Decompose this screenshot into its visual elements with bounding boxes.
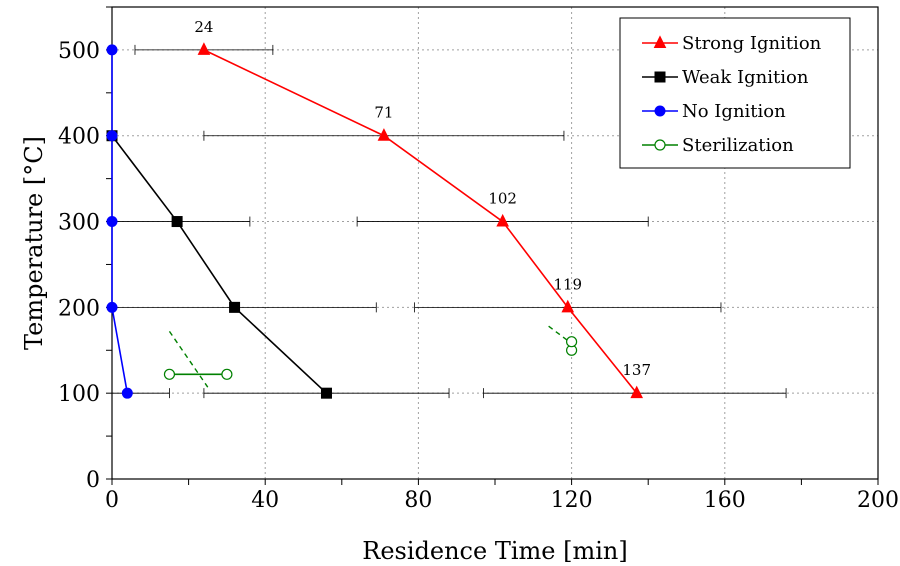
grid [112,7,878,479]
legend-label-weak-ignition: Weak Ignition [682,67,809,88]
sterilization-dashed-line [548,325,573,344]
weak-ignition-point [320,387,332,399]
data-label: 119 [553,275,582,293]
strong-ignition-point [496,213,509,227]
sterilization-point [221,368,233,380]
sterilization-point [163,368,176,380]
series-markers [106,42,644,399]
y-tick-label: 100 [58,382,100,407]
data-label: 102 [488,190,517,208]
strong-ignition-point [561,299,575,313]
strong-ignition-point [197,42,211,55]
data-label: 24 [194,18,213,36]
no-ignition-point [106,301,118,313]
legend-marker-sterilization [654,139,666,151]
weak-ignition-point [171,216,183,228]
x-axis-title: Residence Time [min] [362,537,627,565]
data-labels: 24 71 102 119 137 [194,18,651,379]
weak-ignition-point [229,301,241,313]
legend-label-no-ignition: No Ignition [682,101,786,122]
x-tick-label: 200 [857,488,899,513]
x-tick-label: 80 [404,488,432,513]
x-tick-label: 40 [251,488,279,513]
no-ignition-point [106,216,118,228]
sterilization-dashed-line [168,330,209,388]
legend-marker-no-ignition [654,105,666,117]
sterilization-point [565,336,578,348]
weak-ignition-line [111,135,328,394]
y-tick-label: 500 [58,39,100,64]
y-tick-label: 300 [58,211,100,236]
no-ignition-point [106,44,118,56]
x-axis-ticks: 0 40 80 120 160 200 [105,488,899,513]
legend-label-sterilization: Sterilization [682,135,794,156]
legend-marker-strong-ignition [653,35,667,48]
x-tick-label: 120 [551,488,593,513]
strong-ignition-point [630,385,644,399]
no-ignition-point [121,387,133,399]
y-tick-label: 0 [86,468,100,493]
x-tick-label: 0 [105,488,119,513]
y-tick-label: 200 [58,296,100,321]
data-label: 137 [622,361,651,379]
strong-ignition-point [377,128,391,141]
y-axis-ticks: 0 100 200 300 400 500 [58,39,100,493]
legend: Strong Ignition Weak Ignition No Ignition S… [619,17,851,169]
no-ignition-point [106,130,118,142]
y-tick-label: 400 [58,125,100,150]
data-label: 71 [374,104,393,122]
y-axis-title: Temperature [°C] [20,136,48,350]
x-tick-label: 160 [704,488,746,513]
legend-marker-weak-ignition [654,71,666,83]
legend-label-strong-ignition: Strong Ignition [682,33,822,54]
